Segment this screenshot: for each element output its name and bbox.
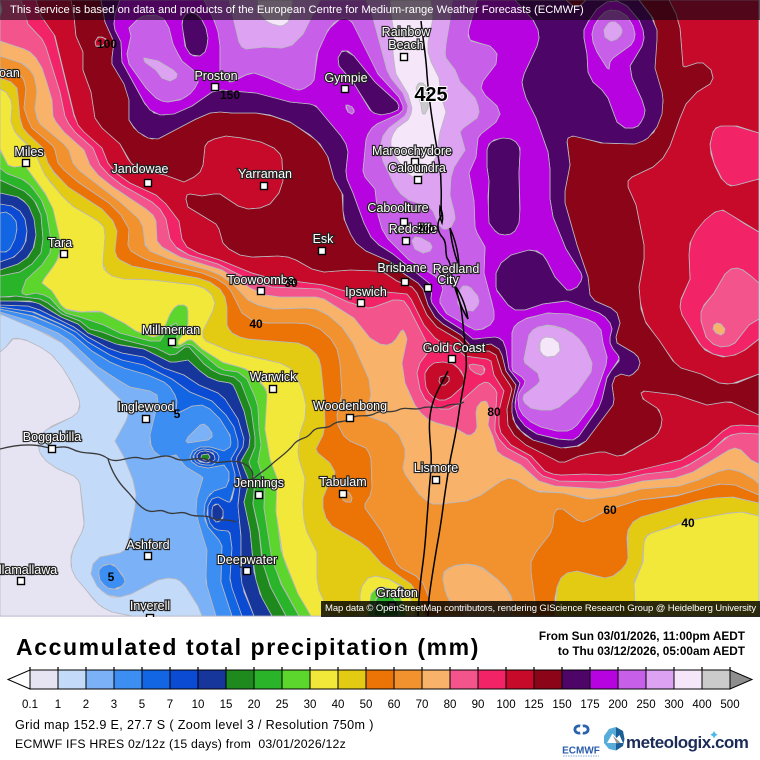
svg-text:60: 60 [603, 503, 617, 517]
svg-text:Redland: Redland [433, 262, 480, 276]
svg-text:3: 3 [111, 699, 117, 711]
svg-text:0.1: 0.1 [22, 699, 38, 711]
svg-text:200: 200 [608, 699, 627, 711]
svg-text:250: 250 [636, 699, 655, 711]
svg-text:5: 5 [108, 570, 115, 584]
svg-text:175: 175 [580, 699, 599, 711]
svg-text:80: 80 [487, 405, 501, 419]
svg-text:Grafton: Grafton [376, 586, 418, 600]
svg-text:10: 10 [192, 699, 205, 711]
svg-text:Rainbow: Rainbow [382, 25, 432, 39]
svg-text:Caboolture: Caboolture [367, 201, 428, 215]
svg-text:Maroochydore: Maroochydore [372, 144, 452, 158]
svg-text:150: 150 [220, 88, 240, 102]
svg-text:Caloundra: Caloundra [388, 161, 446, 175]
svg-text:Gold Coast: Gold Coast [423, 341, 486, 355]
svg-text:50: 50 [360, 699, 373, 711]
svg-text:500: 500 [720, 699, 739, 711]
svg-text:40: 40 [681, 516, 695, 530]
svg-text:Tabulam: Tabulam [319, 475, 366, 489]
svg-text:200: 200 [418, 224, 435, 235]
svg-text:70: 70 [416, 699, 429, 711]
svg-text:Esk: Esk [313, 232, 335, 246]
svg-text:Millmerran: Millmerran [142, 323, 200, 337]
svg-text:meteologix.com: meteologix.com [626, 733, 749, 752]
svg-text:Inglewood: Inglewood [118, 400, 175, 414]
svg-text:Jandowae: Jandowae [112, 162, 169, 176]
svg-text:Gympie: Gympie [324, 71, 367, 85]
svg-text:425: 425 [414, 84, 447, 106]
svg-text:125: 125 [524, 699, 543, 711]
svg-text:Toowoomba: Toowoomba [227, 273, 294, 287]
svg-text:150: 150 [552, 699, 571, 711]
svg-text:300: 300 [664, 699, 683, 711]
svg-text:Lismore: Lismore [414, 461, 459, 475]
svg-text:80: 80 [444, 699, 457, 711]
svg-text:loan: loan [0, 66, 20, 80]
svg-text:400: 400 [692, 699, 711, 711]
svg-text:5: 5 [139, 699, 145, 711]
svg-text:Miles: Miles [14, 145, 43, 159]
svg-text:60: 60 [388, 699, 401, 711]
svg-text:Deepwater: Deepwater [217, 553, 277, 567]
svg-text:Warwick: Warwick [250, 370, 298, 384]
svg-text:30: 30 [284, 276, 298, 290]
svg-text:Boggabilla: Boggabilla [23, 430, 81, 444]
svg-text:25: 25 [276, 699, 289, 711]
svg-text:Jennings: Jennings [234, 476, 284, 490]
svg-text:Tara: Tara [48, 236, 72, 250]
svg-text:40: 40 [332, 699, 345, 711]
svg-text:Inverell: Inverell [130, 599, 170, 613]
svg-text:90: 90 [472, 699, 485, 711]
svg-text:ECMWF: ECMWF [562, 746, 600, 757]
svg-text:1: 1 [55, 699, 61, 711]
svg-text:City: City [437, 273, 459, 287]
svg-text:Yarraman: Yarraman [238, 167, 292, 181]
svg-text:100: 100 [97, 37, 117, 51]
svg-text:llamallawa: llamallawa [0, 563, 57, 577]
svg-text:Brisbane: Brisbane [377, 261, 426, 275]
svg-text:Ashford: Ashford [126, 538, 169, 552]
svg-text:20: 20 [248, 699, 261, 711]
svg-text:Proston: Proston [194, 69, 237, 83]
svg-text:100: 100 [496, 699, 515, 711]
svg-text:7: 7 [167, 699, 173, 711]
svg-text:30: 30 [304, 699, 317, 711]
svg-text:Woodenbong: Woodenbong [313, 399, 387, 413]
svg-text:Beach: Beach [388, 38, 423, 52]
svg-text:40: 40 [249, 317, 263, 331]
svg-text:15: 15 [220, 699, 233, 711]
svg-text:5: 5 [174, 407, 181, 421]
svg-text:Ipswich: Ipswich [345, 285, 387, 299]
svg-text:Redcliffe: Redcliffe [389, 222, 437, 236]
svg-text:2: 2 [83, 699, 89, 711]
